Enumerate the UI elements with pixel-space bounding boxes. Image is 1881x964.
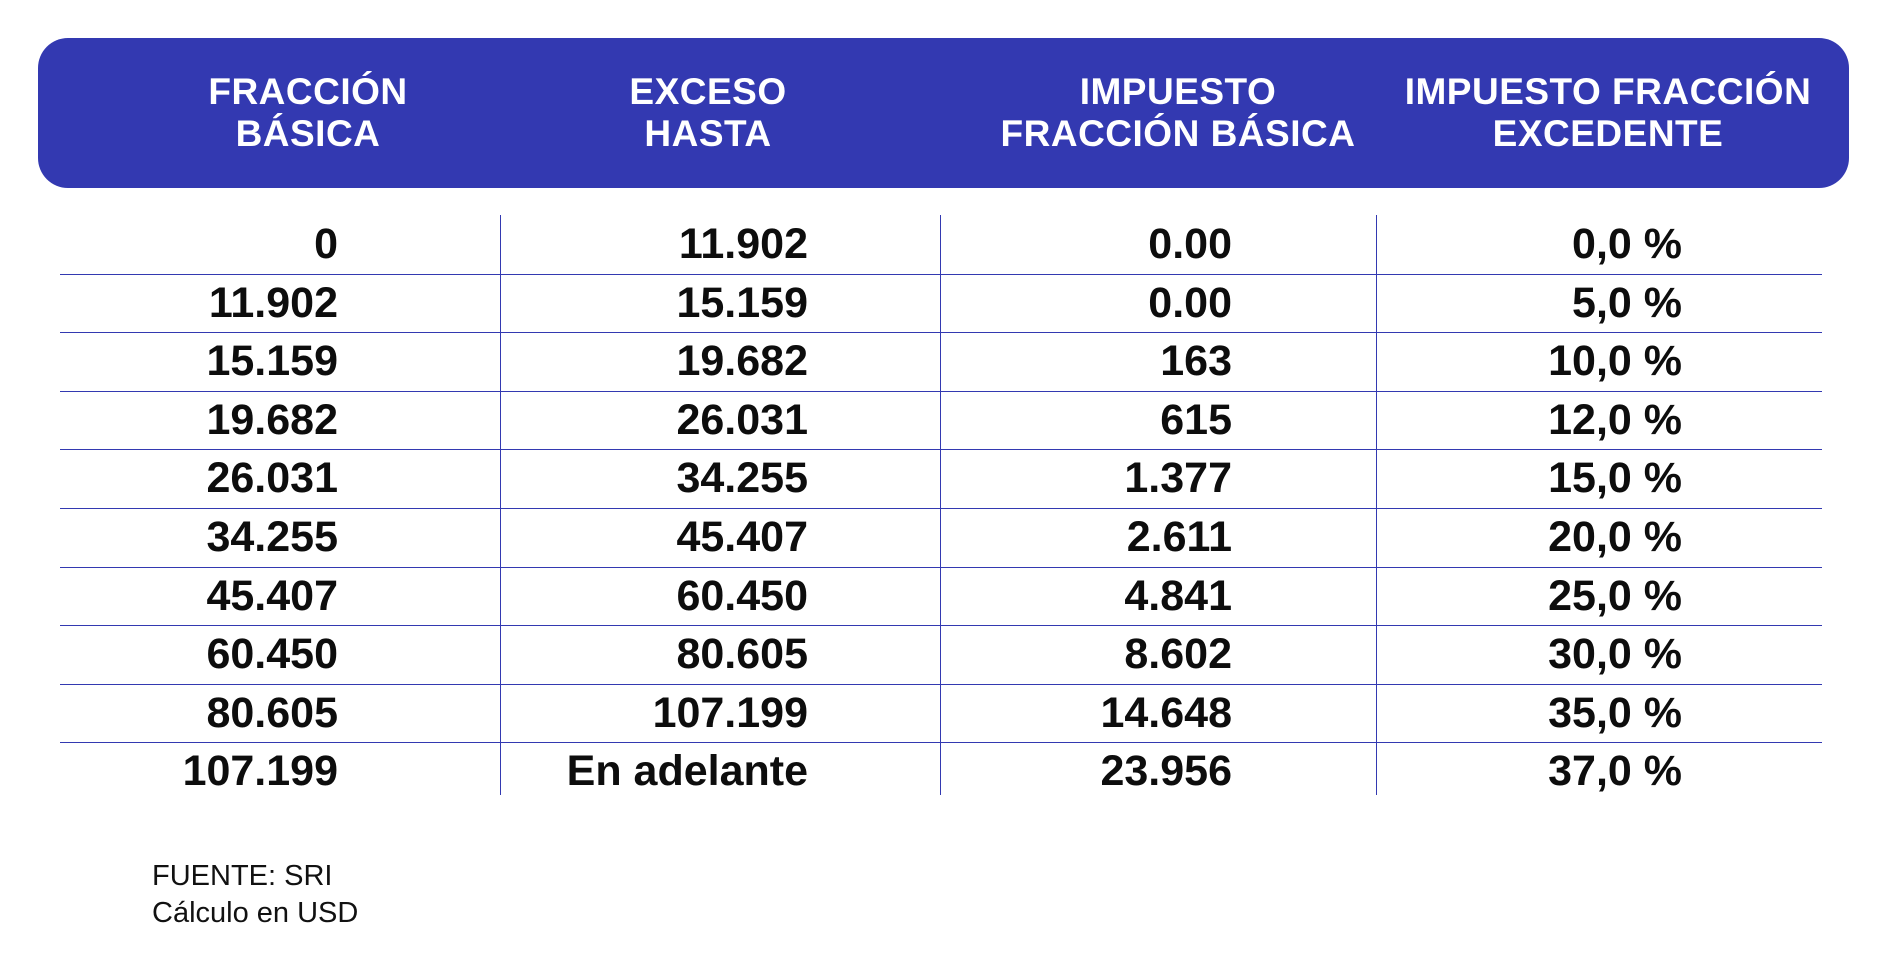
table-cell-impuesto-fraccion-basica: 615 (1160, 395, 1232, 444)
table-cell-impuesto-fraccion-excedente: 15,0 % (1548, 454, 1682, 503)
table-cell-fraccion-basica: 0 (314, 220, 338, 268)
table-cell-exceso-hasta: 45.407 (676, 513, 808, 561)
header-exceso-hasta: EXCESO HASTA (629, 71, 787, 154)
table-header: FRACCIÓN BÁSICA EXCESO HASTA IMPUESTO FR… (38, 38, 1849, 188)
table-cell-exceso-hasta: En adelante (566, 747, 808, 796)
table-cell-exceso-hasta: 15.159 (676, 278, 808, 327)
table-cell-fraccion-basica: 60.450 (206, 630, 338, 679)
table-cell-exceso-hasta: 19.682 (676, 337, 808, 386)
table-cell-fraccion-basica: 15.159 (206, 337, 338, 386)
table-cell-fraccion-basica: 107.199 (182, 747, 338, 796)
table-cell-impuesto-fraccion-excedente: 12,0 % (1548, 395, 1682, 444)
footer: FUENTE: SRI Cálculo en USD (152, 858, 358, 932)
table-cell-impuesto-fraccion-excedente: 25,0 % (1548, 571, 1682, 620)
table-cell-fraccion-basica: 45.407 (206, 571, 338, 620)
table-cell-impuesto-fraccion-excedente: 37,0 % (1548, 747, 1682, 796)
row-divider (60, 566, 1822, 568)
table-cell-impuesto-fraccion-excedente: 5,0 % (1572, 278, 1682, 327)
table-cell-exceso-hasta: 80.605 (676, 630, 808, 679)
column-divider (500, 215, 501, 795)
table-cell-fraccion-basica: 26.031 (206, 454, 338, 503)
row-divider (60, 449, 1822, 451)
row-divider (60, 625, 1822, 627)
table-cell-fraccion-basica: 19.682 (206, 395, 338, 444)
table-cell-impuesto-fraccion-excedente: 20,0 % (1548, 513, 1682, 561)
row-divider (60, 508, 1822, 509)
table-cell-exceso-hasta: 11.902 (678, 220, 808, 268)
table-cell-impuesto-fraccion-basica: 0.00 (1148, 278, 1232, 327)
table-cell-impuesto-fraccion-basica: 0.00 (1148, 220, 1232, 268)
table-cell-impuesto-fraccion-excedente: 0,0 % (1572, 220, 1682, 268)
footer-source: FUENTE: SRI (152, 860, 333, 892)
table-cell-impuesto-fraccion-excedente: 10,0 % (1548, 337, 1682, 386)
row-divider (60, 742, 1822, 744)
table-cell-fraccion-basica: 80.605 (206, 688, 338, 737)
table-cell-impuesto-fraccion-basica: 14.648 (1100, 688, 1232, 737)
table-cell-impuesto-fraccion-basica: 8.602 (1124, 630, 1232, 679)
footer-note: Cálculo en USD (152, 897, 359, 929)
table-cell-impuesto-fraccion-basica: 163 (1160, 337, 1232, 386)
table-cell-impuesto-fraccion-excedente: 30,0 % (1548, 630, 1682, 679)
table-cell-exceso-hasta: 26.031 (676, 395, 808, 444)
column-divider (940, 215, 941, 795)
table-cell-exceso-hasta: 107.199 (652, 688, 808, 737)
table-cell-impuesto-fraccion-basica: 23.956 (1100, 747, 1232, 796)
header-impuesto-fraccion-excedente: IMPUESTO FRACCIÓN EXCEDENTE (1404, 71, 1812, 154)
table-cell-fraccion-basica: 11.902 (208, 278, 338, 327)
row-divider (60, 273, 1822, 275)
table-cell-impuesto-fraccion-basica: 2.611 (1126, 513, 1232, 561)
table-cell-exceso-hasta: 60.450 (676, 571, 808, 620)
table-cell-fraccion-basica: 34.255 (206, 513, 338, 561)
table-cell-exceso-hasta: 34.255 (676, 454, 808, 503)
table-cell-impuesto-fraccion-excedente: 35,0 % (1548, 688, 1682, 737)
header-impuesto-fraccion-basica: IMPUESTO FRACCIÓN BÁSICA (1000, 71, 1356, 154)
row-divider (60, 683, 1822, 685)
row-divider (60, 390, 1822, 392)
table-cell-impuesto-fraccion-basica: 4.841 (1124, 571, 1232, 620)
header-fraccion-basica: FRACCIÓN BÁSICA (208, 71, 408, 154)
column-divider (1376, 215, 1377, 795)
row-divider (60, 332, 1822, 334)
table-cell-impuesto-fraccion-basica: 1.377 (1124, 454, 1232, 503)
